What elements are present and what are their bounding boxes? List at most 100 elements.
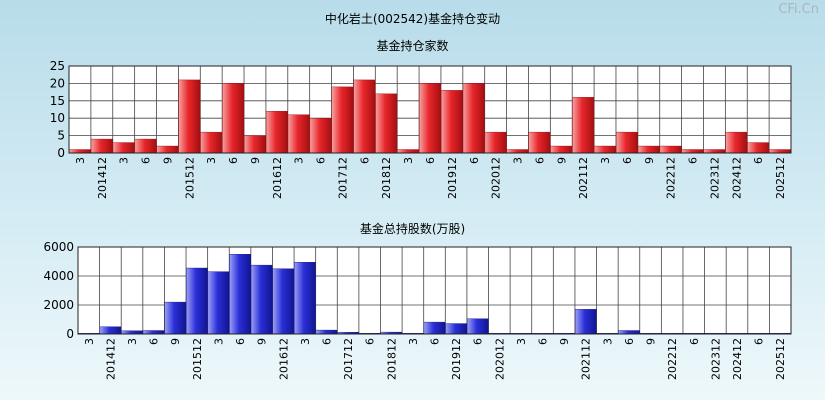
bar	[164, 301, 187, 335]
x-tick-label: 6	[472, 338, 485, 345]
x-tick-label: 6	[148, 338, 161, 345]
x-tick-label: 6	[358, 157, 371, 164]
bar	[156, 145, 179, 154]
x-tick-label: 3	[407, 338, 420, 345]
x-tick-label: 6	[621, 157, 634, 164]
bar	[572, 97, 595, 154]
x-tick-label: 3	[118, 157, 131, 164]
x-tick-label: 3	[205, 157, 218, 164]
x-tick-label: 202012	[490, 157, 503, 199]
x-tick-label: 9	[169, 338, 182, 345]
x-tick-label: 201912	[446, 157, 459, 199]
watermark-logo: CFi.Cn	[778, 2, 819, 17]
y-tick-label: 10	[50, 111, 65, 125]
y-tick-label: 6000	[43, 240, 74, 254]
y-tick-label: 0	[66, 327, 74, 341]
x-tick-label: 201912	[450, 338, 463, 380]
x-tick-label: 6	[364, 338, 377, 345]
x-tick-label: 201712	[336, 157, 349, 199]
x-tick-label: 9	[161, 157, 174, 164]
bar	[659, 145, 682, 154]
bar	[466, 318, 489, 335]
x-tick-label: 201612	[277, 338, 290, 380]
x-tick-label: 6	[468, 157, 481, 164]
x-tick-label: 202512	[774, 338, 787, 380]
bar	[69, 149, 91, 154]
x-tick-label: 202112	[577, 157, 590, 199]
x-tick-label: 9	[249, 157, 262, 164]
x-tick-label: 3	[126, 338, 139, 345]
bar	[769, 149, 791, 154]
x-tick-label: 3	[74, 157, 87, 164]
bar	[294, 262, 316, 335]
x-tick-label: 201812	[385, 338, 398, 380]
x-tick-label: 9	[555, 157, 568, 164]
y-tick-label: 4000	[43, 269, 74, 283]
y-tick-label: 25	[50, 59, 65, 73]
x-tick-label: 202312	[708, 157, 721, 199]
x-tick-label: 6	[140, 157, 153, 164]
plot-frame	[68, 65, 792, 154]
x-tick-label: 6	[424, 157, 437, 164]
x-tick-label: 6	[753, 338, 766, 345]
x-tick-label: 9	[645, 338, 658, 345]
x-tick-label: 3	[402, 157, 415, 164]
bar	[462, 83, 485, 154]
bar	[423, 321, 446, 335]
x-tick-label: 201812	[380, 157, 393, 199]
bar	[725, 131, 748, 154]
x-tick-label: 6	[537, 338, 550, 345]
x-tick-label: 202412	[731, 338, 744, 380]
x-tick-label: 201612	[271, 157, 284, 199]
bar	[134, 138, 157, 154]
bar	[99, 326, 122, 335]
x-tick-label: 202212	[666, 338, 679, 380]
y-tick-label: 15	[50, 94, 65, 108]
bar	[207, 271, 230, 335]
x-tick-label: 6	[227, 157, 240, 164]
bar	[229, 254, 251, 335]
x-tick-label: 202412	[730, 157, 743, 199]
y-tick-label: 20	[50, 76, 65, 90]
x-tick-label: 201512	[191, 338, 204, 380]
bar	[445, 323, 467, 335]
x-tick-label: 3	[601, 338, 614, 345]
x-tick-label: 3	[512, 157, 525, 164]
bar	[574, 309, 597, 335]
bar	[186, 267, 208, 335]
bar	[375, 93, 398, 154]
x-tick-label: 6	[533, 157, 546, 164]
page-title: 中化岩土(002542)基金持仓变动	[324, 12, 501, 26]
x-tick-label: 202312	[709, 338, 722, 380]
bar	[178, 79, 201, 154]
x-tick-label: 6	[234, 338, 247, 345]
bar	[315, 329, 338, 335]
chart-2-title: 基金总持股数(万股)	[359, 222, 466, 236]
x-tick-label: 6	[623, 338, 636, 345]
y-tick-label: 5	[57, 129, 65, 143]
bar	[550, 145, 573, 154]
x-tick-label: 202512	[774, 157, 787, 199]
bar	[90, 138, 113, 154]
x-tick-label: 202212	[665, 157, 678, 199]
bar	[353, 79, 376, 154]
x-tick-label: 3	[293, 157, 306, 164]
bar	[397, 149, 420, 154]
bar	[594, 145, 616, 154]
bar	[747, 142, 770, 154]
x-tick-label: 201412	[104, 338, 117, 380]
x-tick-label: 9	[256, 338, 269, 345]
bar	[703, 149, 726, 154]
bar	[250, 264, 273, 335]
x-tick-label: 9	[558, 338, 571, 345]
x-tick-label: 9	[643, 157, 656, 164]
x-tick-label: 3	[212, 338, 225, 345]
x-tick-label: 201412	[96, 157, 109, 199]
x-tick-label: 3	[515, 338, 528, 345]
x-tick-label: 201712	[342, 338, 355, 380]
bar	[618, 330, 640, 335]
bar	[506, 149, 529, 154]
x-tick-label: 202112	[580, 338, 593, 380]
x-tick-label: 201512	[183, 157, 196, 199]
